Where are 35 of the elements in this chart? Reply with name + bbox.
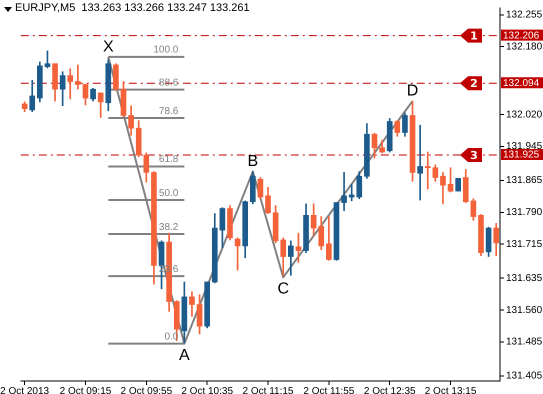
annotation: 78.6 [158, 106, 179, 117]
annotation: C [277, 280, 290, 298]
ref-line-label: 132.206 [503, 30, 540, 42]
y-tick-label: 132.020 [506, 109, 543, 120]
annotation: A [179, 347, 190, 364]
ref-line-label: 132.094 [503, 78, 540, 89]
y-tick-label: 131.405 [506, 370, 543, 382]
x-tick-label: 2 Oct 2013 [0, 386, 50, 394]
x-tick-label: 2 Oct 13:15 [424, 386, 477, 394]
annotation: 100.0 [153, 44, 179, 56]
annotation: B [247, 152, 258, 170]
y-tick-label: 132.255 [506, 10, 543, 21]
annotation: 38.2 [158, 222, 179, 233]
ref-line-label: 131.925 [503, 150, 540, 161]
annotation: 3 [470, 148, 478, 162]
annotation: 1 [470, 29, 478, 42]
annotation: X [102, 38, 114, 56]
annotation: D [406, 82, 418, 100]
chart-title: EURJPY,M5 133.263 133.266 133.247 133.261 [15, 2, 250, 14]
y-tick-label: 131.560 [506, 304, 543, 316]
x-tick-label: 2 Oct 12:35 [364, 386, 416, 394]
y-tick-label: 131.790 [506, 207, 543, 218]
y-tick-label: 131.485 [506, 336, 543, 348]
annotation: 61.8 [158, 154, 179, 166]
x-tick-label: 2 Oct 09:55 [120, 386, 173, 394]
y-tick-label: 131.715 [506, 238, 543, 250]
y-tick-label: 131.635 [506, 272, 543, 284]
x-tick-label: 2 Oct 10:35 [181, 386, 234, 394]
x-tick-label: 2 Oct 11:55 [303, 386, 355, 394]
annotation: 2 [470, 77, 478, 90]
y-tick-label: 132.180 [506, 41, 543, 52]
y-tick-label: 131.865 [506, 175, 543, 186]
x-tick-label: 2 Oct 11:15 [242, 386, 294, 394]
x-tick-label: 2 Oct 09:15 [60, 386, 112, 394]
annotation: 50.0 [158, 188, 179, 199]
